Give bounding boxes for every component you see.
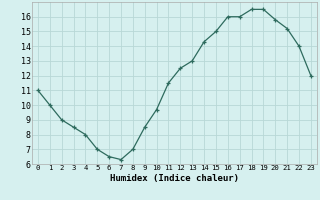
X-axis label: Humidex (Indice chaleur): Humidex (Indice chaleur) (110, 174, 239, 183)
